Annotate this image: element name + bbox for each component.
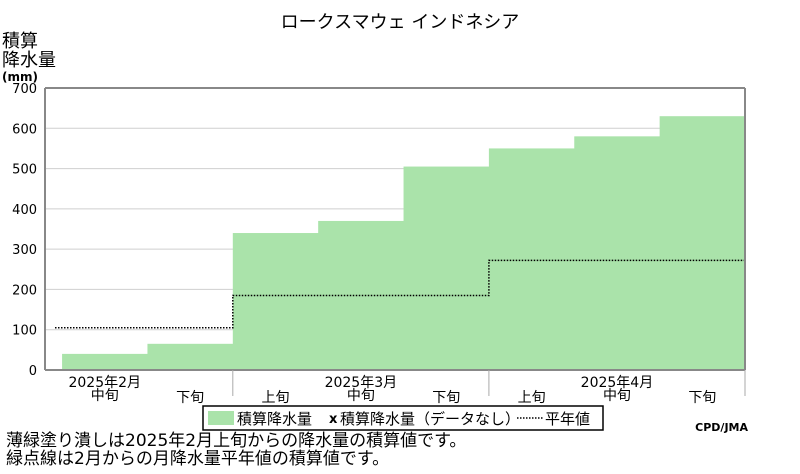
chart-title: ロークスマウェ インドネシア [281,12,520,33]
bar-accumulated-precip [62,353,148,370]
legend-label-normal: 平年値 [545,410,590,428]
legend-swatch-fill [208,411,234,425]
x-tick-label: 上旬 [518,390,546,406]
y-axis-label: 降水量 [2,50,56,71]
note-dotted: 緑点線は2月からの月降水量平年値の積算値です。 [6,449,390,469]
y-axis-label: (mm) [2,70,38,84]
x-tick-label: 中旬 [603,388,631,404]
month-label: 2025年4月 [581,375,654,391]
y-tick-label: 200 [12,283,37,298]
x-tick-label: 中旬 [347,388,375,404]
bar-accumulated-precip [488,148,575,370]
x-tick-label: 下旬 [176,390,204,406]
line-normal-value [55,259,745,329]
y-tick-label: 500 [12,163,37,178]
y-tick-label: 100 [12,324,37,339]
bar-accumulated-precip [574,136,661,370]
y-tick-label: 0 [29,364,37,379]
month-label: 2025年2月 [68,375,141,391]
y-axis-label: 積算 [2,31,38,52]
y-tick-label: 600 [12,122,37,137]
bar-accumulated-precip [659,116,746,370]
bar-accumulated-precip [147,343,234,370]
bar-accumulated-precip [318,220,405,370]
y-tick-label: 700 [12,82,37,97]
legend-marker-x: x [329,412,338,427]
legend-label-nodata: 積算降水量（データなし） [340,410,520,428]
note-fill: 薄緑塗り潰しは2025年2月上旬からの降水量の積算値です。 [6,431,467,451]
y-tick-label: 400 [12,203,37,218]
bar-accumulated-precip [403,166,490,370]
bar-accumulated-precip [232,233,319,370]
x-tick-label: 中旬 [91,388,119,404]
x-tick-label: 下旬 [688,390,716,406]
month-label: 2025年3月 [325,375,398,391]
x-tick-label: 上旬 [261,390,289,406]
source-label: CPD/JMA [695,421,748,434]
x-tick-label: 下旬 [432,390,460,406]
y-tick-label: 300 [12,243,37,258]
legend-label-fill: 積算降水量 [237,410,312,428]
